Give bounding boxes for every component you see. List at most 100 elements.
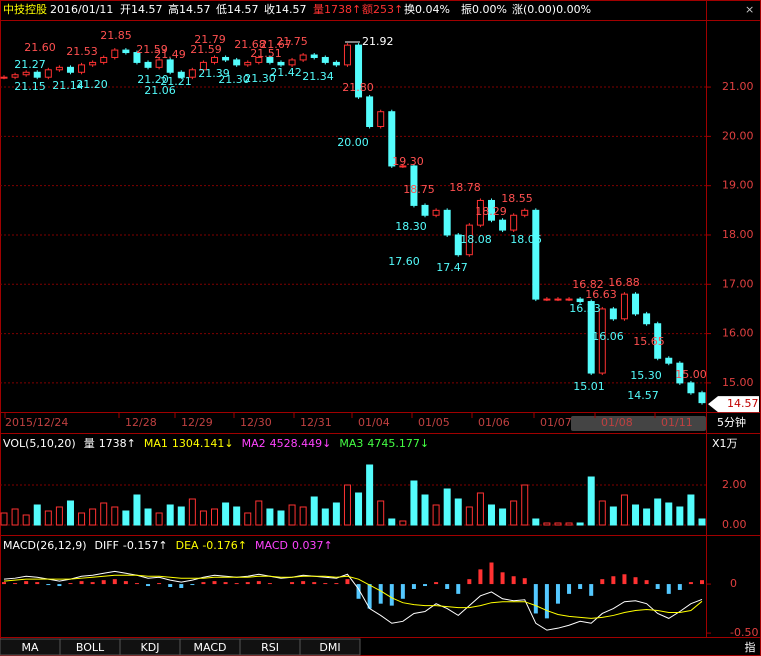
legend-value: 1304.141↓ [172, 437, 234, 450]
low-label: 21.14 [52, 79, 84, 92]
tab[interactable] [299, 638, 361, 656]
high-label: 21.59 [190, 43, 222, 56]
legend-value: 4745.177↓ [367, 437, 429, 450]
candle [454, 234, 462, 256]
candle [22, 71, 30, 76]
candle [565, 298, 573, 301]
tab-label[interactable]: BOLL [76, 641, 105, 654]
header-item: 振0.00% [461, 2, 507, 16]
legend-name: MA3 [339, 437, 363, 450]
low-label: 15.01 [573, 380, 605, 393]
volume-bar [476, 492, 484, 526]
candle [654, 323, 662, 359]
low-label: 21.42 [270, 66, 302, 79]
volume-bar [632, 504, 640, 526]
tab-label[interactable]: MA [21, 641, 38, 654]
candle [366, 96, 374, 128]
low-label: 21.39 [198, 67, 230, 80]
high-label: 21.75 [276, 35, 308, 48]
candle [233, 59, 241, 66]
header-item: 收14.57 [264, 2, 307, 16]
volume-bar [89, 508, 97, 526]
tab-label[interactable]: DMI [319, 641, 340, 654]
tab-label[interactable]: MACD [194, 641, 227, 654]
candle [188, 69, 196, 78]
volume-bar [676, 506, 684, 526]
high-label: 15.00 [675, 368, 707, 381]
volume-bar [255, 500, 263, 526]
candle [410, 165, 418, 206]
high-label: 21.85 [100, 29, 132, 42]
candle [144, 61, 152, 68]
volume-bar [443, 488, 451, 526]
candle [432, 209, 440, 216]
volume-bar [277, 510, 285, 526]
volume-bar [321, 508, 329, 526]
candle [587, 301, 595, 374]
low-label: 16.33 [569, 302, 601, 315]
y-tick-label: 0.00 [722, 518, 747, 531]
candle [576, 298, 584, 303]
tab-label[interactable]: RSI [261, 641, 279, 654]
header-item: 高14.57 [168, 2, 211, 16]
volume-bar [266, 508, 274, 526]
low-label: 21.34 [302, 70, 334, 83]
corner-button[interactable]: 指 [745, 640, 756, 654]
header-item: 低14.57 [216, 3, 259, 16]
x-tick-label: 01/08 [601, 416, 633, 429]
x-tick-label: 12/31 [300, 416, 332, 429]
candle [521, 209, 529, 216]
volume-bar [66, 500, 74, 526]
volume-bar [211, 508, 219, 526]
candle [0, 76, 8, 79]
volume-bar [33, 504, 41, 526]
panel-title: VOL(5,10,20) [3, 437, 76, 450]
legend-name: DIFF [95, 539, 119, 552]
candle [44, 69, 52, 78]
candle [89, 61, 97, 66]
candle [33, 71, 41, 78]
scroll-thumb[interactable] [571, 416, 706, 431]
candle [177, 71, 185, 78]
high-label: 21.59 [136, 43, 168, 56]
date: 2016/01/11 [50, 3, 113, 16]
low-label: 18.06 [510, 233, 542, 246]
candle [476, 199, 484, 226]
header-item: 换0.04% [404, 2, 450, 16]
x-tick-label: 01/04 [358, 416, 390, 429]
candle [609, 308, 617, 320]
candle [100, 56, 108, 63]
volume-bar [565, 522, 573, 526]
y-tick-label: 15.00 [722, 376, 754, 389]
candle [355, 44, 363, 98]
legend-value: 0.037↑ [292, 539, 333, 552]
header-item: 开14.57 [120, 3, 163, 16]
candle [465, 224, 473, 256]
volume-bar [100, 502, 108, 526]
candle [676, 362, 684, 384]
volume-bar [487, 504, 495, 526]
volume-bar [177, 506, 185, 526]
high-label: 21.67 [260, 38, 292, 51]
unit: X1万 [712, 437, 738, 450]
last-price: 14.57 [727, 397, 759, 410]
volume-bar [499, 508, 507, 526]
candle [698, 392, 706, 404]
candle [11, 74, 19, 78]
macd-line [3, 570, 703, 631]
volume-bar [78, 512, 86, 526]
volume-bar [44, 510, 52, 526]
high-label: 16.88 [608, 276, 640, 289]
close-icon[interactable]: × [745, 3, 754, 16]
volume-bar [687, 494, 695, 526]
high-label: 21.79 [194, 33, 226, 46]
low-label: 21.21 [160, 75, 192, 88]
low-label: 21.30 [244, 72, 276, 85]
tab-label[interactable]: KDJ [141, 641, 160, 654]
x-tick-label: 12/29 [181, 416, 213, 429]
volume-bar [598, 500, 606, 526]
header-item: 涨(0.00)0.00% [512, 3, 591, 16]
peak-label: 21.92 [362, 35, 394, 48]
